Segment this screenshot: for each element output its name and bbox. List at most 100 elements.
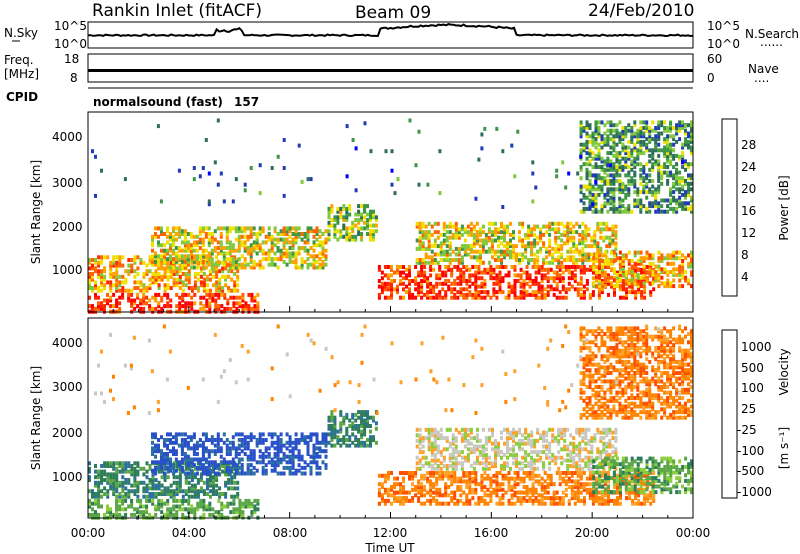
heatmap-cell	[585, 176, 589, 181]
heatmap-cell	[471, 273, 475, 278]
heatmap-cell	[587, 258, 591, 262]
heatmap-cell	[561, 270, 565, 275]
heatmap-cell	[534, 473, 538, 478]
heatmap-cell	[399, 496, 402, 501]
heatmap-cell	[557, 235, 561, 240]
heatmap-cell	[498, 482, 502, 487]
heatmap-cell	[645, 253, 649, 258]
heatmap-cell	[288, 234, 292, 239]
heatmap-cell	[240, 262, 244, 267]
heatmap-cell	[175, 483, 179, 488]
heatmap-cell	[438, 473, 442, 478]
heatmap-cell	[585, 126, 589, 130]
heatmap-cell	[465, 281, 469, 286]
heatmap-cell	[273, 257, 277, 262]
heatmap-cell	[372, 234, 375, 239]
heatmap-cell	[256, 306, 260, 311]
heatmap-cell	[160, 452, 163, 456]
heatmap-cell	[669, 198, 673, 203]
heatmap-cell	[645, 176, 649, 181]
heatmap-cell	[405, 276, 408, 281]
heatmap-cell	[130, 263, 134, 268]
heatmap-cell	[386, 490, 390, 495]
heatmap-cell	[309, 177, 313, 182]
heatmap-cell	[448, 258, 452, 262]
heatmap-cell	[330, 435, 334, 440]
heatmap-cell	[199, 269, 203, 274]
heatmap-cell	[627, 261, 631, 266]
heatmap-cell	[390, 149, 394, 154]
heatmap-cell	[243, 248, 247, 253]
heatmap-cell	[309, 254, 313, 259]
heatmap-cell	[462, 270, 466, 275]
heatmap-cell	[651, 261, 655, 266]
heatmap-cell	[672, 198, 676, 203]
heatmap-cell	[97, 472, 101, 477]
heatmap-cell	[666, 278, 670, 283]
heatmap-cell	[169, 260, 173, 265]
heatmap-cell	[258, 454, 262, 459]
heatmap-cell	[345, 232, 349, 236]
heatmap-cell	[372, 223, 375, 228]
heatmap-cell	[666, 173, 670, 178]
heatmap-cell	[675, 139, 679, 144]
heatmap-cell	[558, 276, 562, 281]
heatmap-cell	[509, 255, 512, 260]
heatmap-cell	[414, 281, 418, 286]
heatmap-cell	[442, 238, 446, 243]
heatmap-cell	[468, 498, 472, 503]
heatmap-cell	[180, 248, 184, 253]
heatmap-cell	[172, 480, 176, 485]
heatmap-cell	[166, 457, 169, 462]
heatmap-cell	[273, 251, 277, 256]
heatmap-cell	[654, 195, 658, 200]
heatmap-cell	[607, 292, 610, 297]
heatmap-cell	[462, 490, 466, 495]
heatmap-cell	[600, 137, 604, 142]
heatmap-cell	[210, 240, 214, 245]
heatmap-cell	[215, 272, 219, 276]
heatmap-cell	[495, 501, 499, 506]
heatmap-cell	[157, 243, 160, 248]
heatmap-cell	[252, 240, 256, 245]
heatmap-cell	[151, 277, 155, 282]
heatmap-cell	[157, 465, 160, 470]
heatmap-cell	[607, 264, 610, 269]
heatmap-cell	[578, 249, 582, 254]
heatmap-cell	[417, 287, 421, 292]
heatmap-cell	[291, 471, 295, 476]
heatmap-cell	[243, 188, 247, 193]
heatmap-cell	[521, 258, 525, 262]
heatmap-cell	[681, 267, 685, 272]
heatmap-cell	[481, 260, 485, 265]
heatmap-cell	[233, 472, 237, 477]
heatmap-cell	[524, 235, 528, 240]
heatmap-cell	[618, 179, 622, 183]
heatmap-cell	[222, 251, 226, 256]
heatmap-cell	[567, 471, 571, 475]
heatmap-cell	[218, 486, 222, 491]
heatmap-cell	[202, 492, 206, 496]
heatmap-cell	[669, 126, 673, 130]
heatmap-cell	[504, 273, 508, 278]
heatmap-cell	[402, 490, 405, 495]
heatmap-cell	[324, 440, 328, 445]
heatmap-cell	[408, 490, 411, 495]
heatmap-cell	[438, 295, 442, 300]
heatmap-cell	[588, 148, 592, 153]
heatmap-cell	[497, 230, 500, 235]
heatmap-cell	[690, 284, 693, 289]
heatmap-cell	[439, 252, 443, 257]
heatmap-cell	[88, 512, 91, 517]
heatmap-cell	[166, 292, 170, 297]
heatmap-cell	[426, 284, 430, 289]
heatmap-cell	[327, 440, 331, 445]
heatmap-cell	[166, 248, 169, 253]
heatmap-cell	[112, 255, 116, 260]
heatmap-cell	[154, 298, 158, 303]
heatmap-cell	[414, 287, 418, 292]
heatmap-cell	[342, 418, 346, 423]
heatmap-cell	[198, 463, 202, 468]
heatmap-cell	[435, 281, 439, 286]
heatmap-cell	[246, 435, 250, 440]
